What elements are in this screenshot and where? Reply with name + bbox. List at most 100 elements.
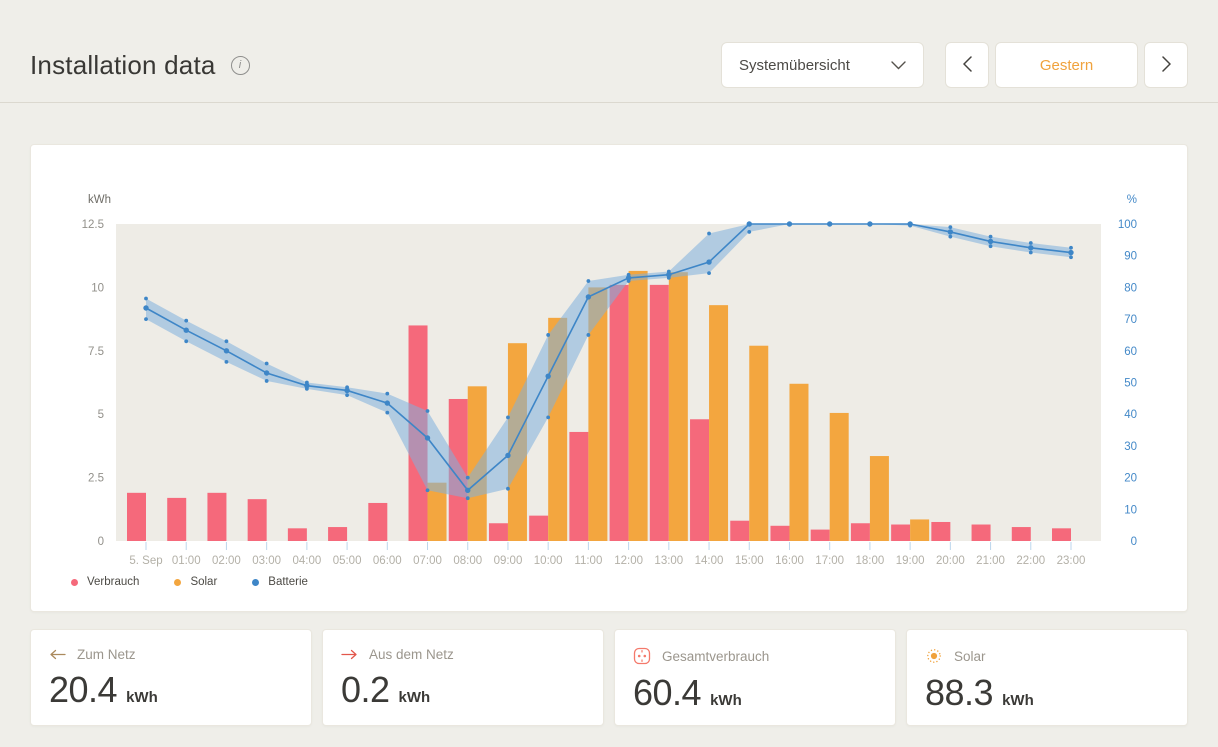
svg-text:16:00: 16:00 <box>775 555 804 567</box>
bar[interactable] <box>649 284 669 541</box>
bar[interactable] <box>427 482 447 541</box>
bar[interactable] <box>488 523 508 541</box>
svg-text:0: 0 <box>1131 536 1137 548</box>
svg-text:19:00: 19:00 <box>896 555 925 567</box>
stat-card-label: Gesamtverbrauch <box>662 648 770 664</box>
left-axis: 0 2.5 5 7.5 10 12.5 kWh <box>82 194 111 548</box>
bar[interactable] <box>588 287 608 541</box>
chevron-down-icon <box>891 57 906 74</box>
legend-label: Solar <box>190 576 218 588</box>
svg-text:20: 20 <box>1124 473 1137 485</box>
chevron-right-icon <box>1161 55 1171 75</box>
bar[interactable] <box>569 431 589 541</box>
batterie-dot-icon <box>252 578 260 586</box>
bar[interactable] <box>668 272 688 541</box>
page-title: Installation data <box>30 50 216 80</box>
header: Installation data i Systemübersicht Gest… <box>0 0 1218 103</box>
right-axis: 0 10 20 30 40 50 60 70 80 90 100% <box>1118 194 1137 548</box>
svg-text:07:00: 07:00 <box>413 555 442 567</box>
bar[interactable] <box>971 524 991 541</box>
bar[interactable] <box>709 305 729 541</box>
svg-text:12:00: 12:00 <box>614 555 643 567</box>
svg-text:21:00: 21:00 <box>976 555 1005 567</box>
stat-card-label: Solar <box>954 648 986 664</box>
svg-text:10: 10 <box>1124 504 1137 516</box>
svg-text:2.5: 2.5 <box>88 473 104 485</box>
battery-band <box>146 224 1071 499</box>
stat-cards: Zum Netz 20.4 kWh Aus dem Netz 0.2 kWh <box>30 629 1188 726</box>
bar[interactable] <box>931 521 951 541</box>
stat-card-label: Aus dem Netz <box>369 647 454 662</box>
bar[interactable] <box>869 456 889 541</box>
next-period-button[interactable] <box>1144 42 1188 88</box>
bar[interactable] <box>207 492 227 541</box>
bar[interactable] <box>891 524 911 541</box>
energy-chart[interactable]: 0 2.5 5 7.5 10 12.5 kWh 0 10 20 30 40 50 60 70 80 90 100%… <box>31 145 1187 575</box>
stat-card-unit: kWh <box>710 692 742 709</box>
bar[interactable] <box>749 345 769 541</box>
bar[interactable] <box>287 528 307 541</box>
chevron-left-icon <box>962 55 972 75</box>
power-socket-icon <box>633 647 651 665</box>
sun-icon <box>925 647 943 665</box>
svg-text:%: % <box>1127 194 1137 206</box>
legend-label: Batterie <box>268 576 308 588</box>
svg-text:04:00: 04:00 <box>292 555 321 567</box>
arrow-right-icon <box>341 649 358 660</box>
svg-text:15:00: 15:00 <box>735 555 764 567</box>
view-selector-dropdown[interactable]: Systemübersicht <box>721 42 924 88</box>
stat-card-unit: kWh <box>1002 692 1034 709</box>
battery-line[interactable] <box>145 223 1072 492</box>
stat-card-value: 20.4 <box>49 669 118 710</box>
verbrauch-dot-icon <box>71 578 78 586</box>
stat-card-gesamtverbrauch: Gesamtverbrauch 60.4 kWh <box>614 629 896 726</box>
svg-text:22:00: 22:00 <box>1016 555 1045 567</box>
svg-text:06:00: 06:00 <box>373 555 402 567</box>
svg-text:11:00: 11:00 <box>574 555 602 567</box>
svg-text:08:00: 08:00 <box>453 555 482 567</box>
bar[interactable] <box>609 284 629 541</box>
legend-item-verbrauch[interactable]: Verbrauch <box>71 576 139 588</box>
solar-bars[interactable] <box>427 270 930 541</box>
bar[interactable] <box>789 383 809 541</box>
legend-label: Verbrauch <box>87 576 140 588</box>
bar[interactable] <box>127 492 146 541</box>
previous-period-button[interactable] <box>945 42 989 88</box>
svg-text:23:00: 23:00 <box>1057 555 1086 567</box>
bar[interactable] <box>730 520 750 541</box>
bar[interactable] <box>910 519 930 541</box>
svg-text:03:00: 03:00 <box>252 555 281 567</box>
svg-text:18:00: 18:00 <box>856 555 885 567</box>
bar[interactable] <box>247 499 267 541</box>
bar[interactable] <box>770 525 790 541</box>
svg-text:02:00: 02:00 <box>212 555 241 567</box>
stat-card-unit: kWh <box>126 689 158 706</box>
bar[interactable] <box>829 412 849 541</box>
bar[interactable] <box>628 270 648 541</box>
svg-text:5: 5 <box>98 409 104 421</box>
svg-text:10: 10 <box>91 282 104 294</box>
stat-card-solar: Solar 88.3 kWh <box>906 629 1188 726</box>
header-controls: Systemübersicht Gestern <box>721 42 1188 88</box>
bar[interactable] <box>1052 528 1071 541</box>
bar[interactable] <box>1011 527 1031 541</box>
period-button[interactable]: Gestern <box>995 42 1138 88</box>
battery-points[interactable] <box>143 221 1074 501</box>
bar[interactable] <box>529 515 549 541</box>
legend-item-solar[interactable]: Solar <box>174 576 217 588</box>
bar[interactable] <box>368 502 388 541</box>
legend-item-batterie[interactable]: Batterie <box>252 576 308 588</box>
bar[interactable] <box>167 497 187 541</box>
svg-text:09:00: 09:00 <box>494 555 523 567</box>
stat-card-zum-netz: Zum Netz 20.4 kWh <box>30 629 312 726</box>
bar[interactable] <box>850 523 870 541</box>
bar[interactable] <box>328 527 348 541</box>
svg-text:80: 80 <box>1124 282 1137 294</box>
info-icon[interactable]: i <box>230 56 250 75</box>
bar[interactable] <box>690 419 710 541</box>
stat-card-label: Zum Netz <box>77 647 136 662</box>
chart-legend: Verbrauch Solar Batterie <box>71 576 308 588</box>
stat-card-value: 88.3 <box>925 672 994 713</box>
svg-text:0: 0 <box>98 536 104 548</box>
bar[interactable] <box>810 529 830 541</box>
